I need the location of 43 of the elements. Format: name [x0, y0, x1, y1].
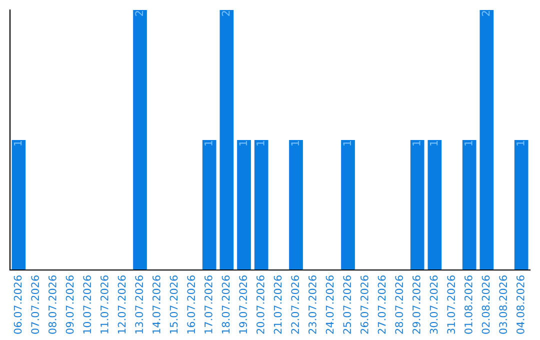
- x-tick-label: 15.07.2026: [170, 276, 178, 334]
- data-label: 1: [412, 140, 420, 146]
- x-tick-label: 27.07.2026: [378, 276, 386, 334]
- data-label: 2: [135, 11, 143, 16]
- x-tick-label: 26.07.2026: [360, 276, 368, 334]
- data-label: 1: [343, 140, 351, 146]
- data-label: 1: [204, 140, 212, 146]
- x-tick-label: 28.07.2026: [395, 276, 404, 334]
- x-tick-label: 08.07.2026: [48, 276, 56, 334]
- x-tick-label: 11.07.2026: [100, 276, 108, 334]
- x-tick-label: 24.07.2026: [326, 276, 334, 334]
- x-tick-label: 25.07.2026: [343, 276, 352, 334]
- data-label: 1: [239, 140, 247, 146]
- x-tick-label: 31.07.2026: [447, 276, 456, 334]
- x-tick-label: 21.07.2026: [274, 276, 282, 334]
- x-tick-label: 07.07.2026: [31, 276, 40, 334]
- data-label: 2: [482, 11, 490, 16]
- x-tick-label: 03.08.2026: [499, 276, 508, 334]
- x-tick-label: 19.07.2026: [239, 276, 248, 334]
- data-label: 1: [291, 140, 299, 146]
- x-tick-label: 10.07.2026: [83, 276, 92, 334]
- x-tick-label: 12.07.2026: [118, 276, 126, 334]
- x-tick-label: 20.07.2026: [256, 276, 264, 334]
- x-tick-label: 04.08.2026: [516, 276, 524, 334]
- x-tick-label: 01.08.2026: [464, 276, 472, 334]
- data-label: 1: [516, 140, 524, 146]
- data-label: 1: [256, 140, 264, 146]
- x-tick-label: 13.07.2026: [135, 276, 144, 334]
- data-label: 1: [430, 140, 438, 146]
- data-label: 1: [464, 140, 472, 146]
- data-label: 1: [14, 140, 22, 146]
- x-tick-label: 02.08.2026: [482, 276, 490, 334]
- x-tick-label: 30.07.2026: [430, 276, 438, 334]
- x-tick-label: 29.07.2026: [412, 276, 420, 334]
- x-tick-label: 22.07.2026: [291, 276, 300, 334]
- x-tick-label: 09.07.2026: [66, 276, 74, 334]
- x-tick-label: 06.07.2026: [14, 276, 22, 334]
- x-tick-label: 17.07.2026: [204, 276, 212, 334]
- x-tick-label: 18.07.2026: [222, 276, 230, 334]
- x-tick-label: 16.07.2026: [187, 276, 196, 334]
- x-tick-label: 14.07.2026: [152, 276, 160, 334]
- data-label: 2: [222, 11, 230, 16]
- x-tick-label: 23.07.2026: [308, 276, 316, 334]
